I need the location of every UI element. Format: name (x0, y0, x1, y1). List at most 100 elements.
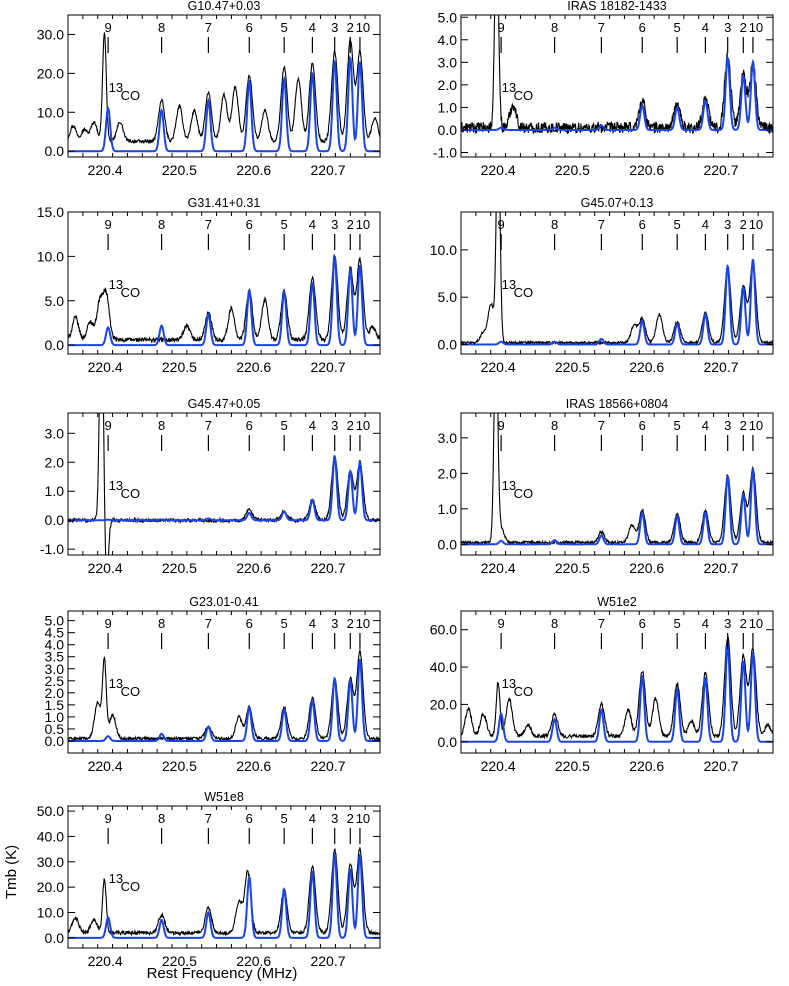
observed-spectrum-line (68, 32, 380, 145)
isotope-mass-label: 13 (109, 871, 123, 886)
x-tick-label: 220.6 (629, 359, 664, 375)
spectrum-panel: G31.41+0.31 220.4 220.5 220.6 220.7 0.0 5.0 10.… (37, 196, 381, 375)
transition-marker-label: 9 (497, 418, 504, 433)
observed-spectrum-line (68, 847, 380, 937)
series-group (461, 15, 773, 135)
transition-marker-label: 5 (281, 217, 288, 232)
y-tick-label: 0.0 (45, 512, 65, 528)
y-tick-label: -1.0 (40, 541, 64, 557)
x-tick-label: 220.6 (629, 162, 664, 178)
x-tick-label: 220.7 (310, 162, 345, 178)
series-group (461, 636, 773, 743)
transition-marker-label: 7 (205, 616, 212, 631)
isotope-species-label: CO (121, 88, 141, 103)
y-tick-label: 1.0 (438, 501, 458, 517)
x-tick-label: 220.7 (310, 953, 345, 969)
y-tick-label: 30.0 (37, 26, 64, 42)
y-tick-label: 2.0 (45, 685, 65, 701)
transition-marker-label: 2 (347, 217, 354, 232)
isotope-mass-label: 13 (502, 478, 516, 493)
transition-marker-label: 5 (281, 616, 288, 631)
x-tick-label: 220.5 (162, 758, 197, 774)
transition-marker-label: 8 (158, 616, 165, 631)
transition-marker-label: 10 (749, 20, 763, 35)
isotope-species-label: CO (121, 684, 141, 699)
spectrum-panel: G23.01-0.41 220.4 220.5 220.6 220.7 0.00.51.0… (45, 595, 381, 774)
y-axis-label: Tmb (K) (3, 845, 20, 899)
transition-marker-label: 9 (497, 616, 504, 631)
transition-marker-label: 10 (356, 616, 370, 631)
spectrum-panel: G45.07+0.13 220.4 220.5 220.6 220.7 0.0 5.0 10.… (430, 196, 774, 375)
panel-title: G31.41+0.31 (188, 196, 261, 210)
transition-marker-label: 3 (724, 616, 731, 631)
transition-marker-label: 3 (331, 418, 338, 433)
y-tick-label: 0.0 (438, 536, 458, 552)
transition-marker-label: 10 (356, 418, 370, 433)
plot-frame (460, 14, 774, 158)
y-tick-label: 1.0 (45, 709, 65, 725)
transition-marker-label: 7 (205, 811, 212, 826)
transition-marker-label: 6 (246, 20, 253, 35)
x-tick-label: 220.4 (88, 758, 123, 774)
isotope-species-label: CO (514, 88, 534, 103)
transition-marker-label: 4 (702, 217, 709, 232)
transition-marker-label: 6 (246, 418, 253, 433)
transition-marker-label: 6 (639, 616, 646, 631)
y-tick-label: 5.0 (438, 289, 458, 305)
transition-marker-label: 7 (598, 20, 605, 35)
y-tick-label: 0.0 (45, 143, 65, 159)
x-tick-label: 220.5 (162, 560, 197, 576)
y-tick-label: 10.0 (37, 104, 64, 120)
transition-marker-label: 7 (205, 418, 212, 433)
y-tick-label: 10.0 (37, 905, 64, 921)
y-tick-label: 0.0 (438, 337, 458, 353)
plot-frame (67, 412, 381, 556)
transition-marker-label: 4 (702, 20, 709, 35)
transition-marker-label: 4 (702, 616, 709, 631)
x-tick-label: 220.6 (236, 359, 271, 375)
x-tick-label: 220.7 (703, 758, 738, 774)
transition-marker-label: 8 (551, 418, 558, 433)
model-spectrum-line (461, 465, 773, 546)
spectrum-panel: IRAS 18566+0804 220.4 220.5 220.6 220.7 0.0 1.… (438, 397, 774, 576)
transition-marker-label: 7 (205, 217, 212, 232)
transition-marker-label: 2 (347, 20, 354, 35)
panel-title: G23.01-0.41 (189, 595, 259, 609)
y-tick-label: 0.0 (438, 122, 458, 138)
y-tick-label: 0.0 (438, 734, 458, 750)
model-spectrum-line (461, 259, 773, 346)
y-tick-label: 20.0 (37, 65, 64, 81)
x-tick-label: 220.5 (555, 162, 590, 178)
plot-frame (67, 14, 381, 158)
x-axis-label: Rest Frequency (MHz) (147, 965, 298, 982)
y-tick-label: 5.0 (438, 9, 458, 25)
transition-marker-label: 4 (309, 20, 316, 35)
transition-marker-label: 6 (246, 811, 253, 826)
x-tick-label: 220.5 (555, 359, 590, 375)
transition-marker-label: 3 (331, 20, 338, 35)
plot-frame (67, 805, 381, 949)
y-tick-label: 20.0 (37, 879, 64, 895)
transition-marker-label: 2 (740, 616, 747, 631)
transition-marker-label: 5 (281, 811, 288, 826)
x-tick-label: 220.4 (88, 359, 123, 375)
x-tick-label: 220.6 (629, 560, 664, 576)
transition-marker-label: 3 (331, 616, 338, 631)
transition-marker-label: 10 (749, 418, 763, 433)
isotope-mass-label: 13 (502, 80, 516, 95)
y-tick-label: 60.0 (430, 622, 457, 638)
x-tick-label: 220.4 (481, 359, 516, 375)
transition-marker-label: 10 (749, 616, 763, 631)
transition-marker-label: 2 (740, 217, 747, 232)
transition-marker-label: 5 (674, 217, 681, 232)
observed-spectrum-line (461, 15, 773, 135)
series-group (461, 212, 773, 346)
transition-marker-label: 3 (724, 217, 731, 232)
y-tick-label: -1.0 (433, 144, 457, 160)
transition-marker-label: 8 (551, 20, 558, 35)
transition-marker-label: 9 (104, 418, 111, 433)
transition-marker-label: 5 (674, 20, 681, 35)
transition-marker-label: 6 (639, 20, 646, 35)
y-tick-label: 20.0 (430, 696, 457, 712)
y-tick-label: 5.0 (45, 293, 65, 309)
